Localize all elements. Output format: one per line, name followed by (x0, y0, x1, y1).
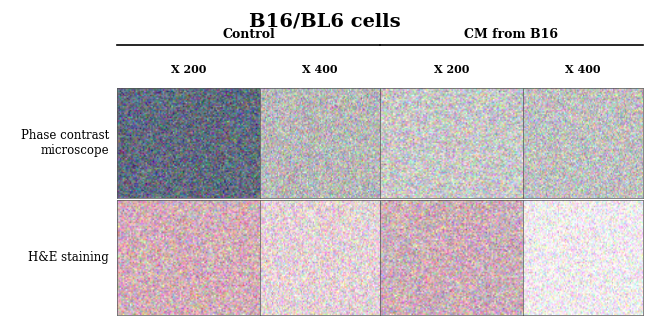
Text: X 200: X 200 (171, 64, 206, 75)
Text: H&E staining: H&E staining (28, 251, 109, 264)
Text: Phase contrast
microscope: Phase contrast microscope (21, 129, 109, 157)
Text: X 400: X 400 (566, 64, 601, 75)
Text: X 400: X 400 (302, 64, 338, 75)
Text: X 200: X 200 (434, 64, 469, 75)
Text: CM from B16: CM from B16 (465, 28, 558, 41)
Text: B16/BL6 cells: B16/BL6 cells (249, 12, 401, 30)
Text: Control: Control (222, 28, 275, 41)
